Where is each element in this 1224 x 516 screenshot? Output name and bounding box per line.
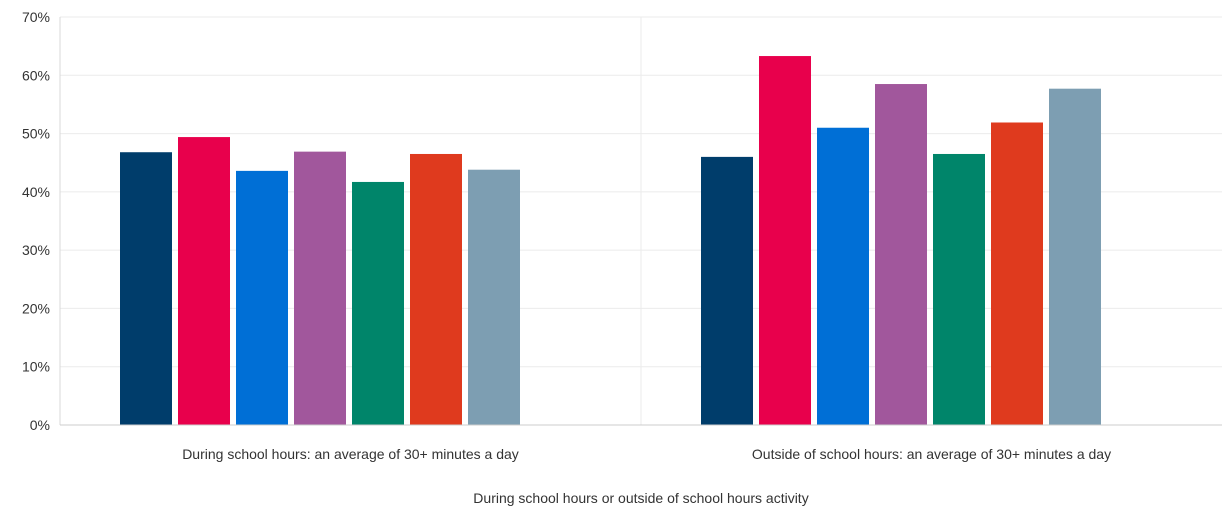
bar (294, 151, 346, 425)
y-tick-label: 0% (30, 417, 50, 433)
bar (468, 169, 520, 425)
x-category-label: Outside of school hours: an average of 3… (752, 446, 1111, 462)
y-tick-label: 50% (22, 126, 50, 142)
y-tick-label: 40% (22, 184, 50, 200)
bar (817, 127, 869, 425)
bar (410, 153, 462, 425)
y-tick-label: 20% (22, 300, 50, 316)
gridlines (60, 16, 1222, 425)
y-tick-label: 30% (22, 242, 50, 258)
bar (701, 156, 753, 425)
y-tick-label: 70% (22, 9, 50, 25)
axes (59, 17, 1222, 426)
labels: 0% 10% 20% 30% 40% 50% 60% 70% During school hou… (22, 9, 1111, 462)
bar (352, 181, 404, 425)
y-tick-label: 10% (22, 359, 50, 375)
bar (933, 153, 985, 425)
bars (120, 56, 1101, 426)
y-tick-label: 60% (22, 67, 50, 83)
bar (759, 56, 811, 426)
bar (1049, 88, 1101, 425)
x-axis-title: During school hours or outside of school… (473, 490, 808, 506)
x-category-label: During school hours: an average of 30+ m… (182, 446, 519, 462)
bar (236, 170, 288, 425)
bar (991, 122, 1043, 426)
bar (120, 152, 172, 426)
bar (875, 84, 927, 426)
bar (178, 137, 230, 425)
